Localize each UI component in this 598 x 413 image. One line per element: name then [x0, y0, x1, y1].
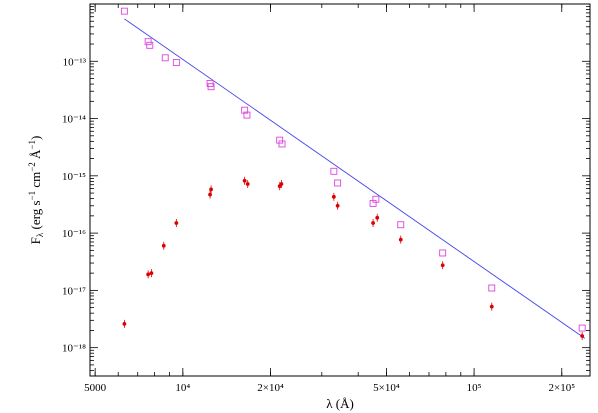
y-tick-label: 10⁻¹⁷ [62, 285, 86, 297]
filled-dot-point [161, 243, 166, 248]
open-square-point [278, 140, 286, 148]
filled-dot-point [149, 271, 154, 276]
filled-dot-point [209, 187, 213, 192]
filled-dot-point [375, 215, 380, 220]
y-tick-label: 10⁻¹⁶ [62, 228, 86, 240]
y-axis-label-part: ) [28, 136, 43, 140]
open-square-point [207, 83, 215, 91]
open-square-point [144, 38, 152, 46]
filled-dot-point [489, 304, 494, 309]
x-tick-labels: 5000 10⁴ 2×10⁴ 5×10⁴ 10⁵ 2×10⁵ [84, 382, 575, 394]
open-square-point [243, 111, 251, 119]
filled-dot-point [580, 334, 585, 338]
x-tick-label: 10⁴ [175, 382, 190, 394]
open-square-point [334, 179, 342, 187]
filled-dot-point [146, 272, 151, 277]
open-square-point [120, 7, 128, 15]
open-square-point [397, 221, 405, 229]
plot-frame [89, 3, 591, 377]
x-tick-label: 10⁵ [467, 382, 482, 394]
y-axis-label-part: Å [28, 149, 43, 162]
filled-dot-point [208, 192, 212, 197]
open-square-point [330, 167, 338, 175]
open-square-point [161, 54, 169, 62]
filled-dot-point [440, 263, 445, 268]
open-square-point [241, 106, 249, 114]
y-tick-label: 10⁻¹⁸ [62, 343, 86, 355]
y-axis-label-part: −2 [27, 162, 37, 172]
fit-line-layer [124, 18, 586, 339]
filled-dot-point [122, 321, 127, 326]
y-tick-label: 10⁻¹⁵ [62, 171, 86, 183]
x-tick-label: 2×10⁴ [257, 382, 284, 394]
filled-dot-point [279, 182, 284, 186]
filled-dot-point [335, 203, 340, 208]
y-tick-labels: 10⁻¹⁸ 10⁻¹⁷ 10⁻¹⁶ 10⁻¹⁵ 10⁻¹⁴ 10⁻¹³ [62, 56, 87, 354]
y-axis-label-part: cm [28, 172, 43, 191]
y-tick-label: 10⁻¹³ [63, 56, 87, 68]
y-axis-label-part: λ [35, 232, 45, 237]
axis-ticks [90, 4, 590, 376]
y-tick-label: 10⁻¹⁴ [62, 114, 86, 126]
open-square-point [578, 324, 586, 332]
filled-dot-point [174, 221, 179, 225]
y-axis-label-part: (erg s [28, 200, 43, 232]
filled-dot-point [242, 178, 247, 183]
x-tick-label: 5×10⁴ [373, 382, 400, 394]
x-axis-label: λ (Å) [326, 396, 354, 411]
filled-dot-point [245, 182, 250, 186]
filled-dots-series [122, 176, 585, 340]
open-squares-series [120, 7, 586, 332]
x-tick-label: 5000 [84, 382, 107, 394]
y-axis-label-part: −1 [27, 191, 37, 201]
y-axis-label: Fλ (erg s−1 cm−2 Å−1) [27, 136, 45, 245]
filled-dot-point [331, 194, 336, 199]
fit-line [124, 18, 586, 339]
open-square-point [372, 195, 380, 203]
open-square-point [172, 59, 180, 67]
y-axis-label-part: F [28, 237, 43, 244]
y-axis-label-part: −1 [27, 140, 37, 150]
x-tick-label: 2×10⁵ [549, 382, 576, 394]
open-square-point [276, 136, 284, 144]
filled-dot-point [398, 237, 403, 242]
open-square-point [488, 284, 496, 292]
open-square-point [146, 41, 154, 49]
filled-dot-point [371, 221, 375, 225]
open-square-point [439, 249, 447, 257]
